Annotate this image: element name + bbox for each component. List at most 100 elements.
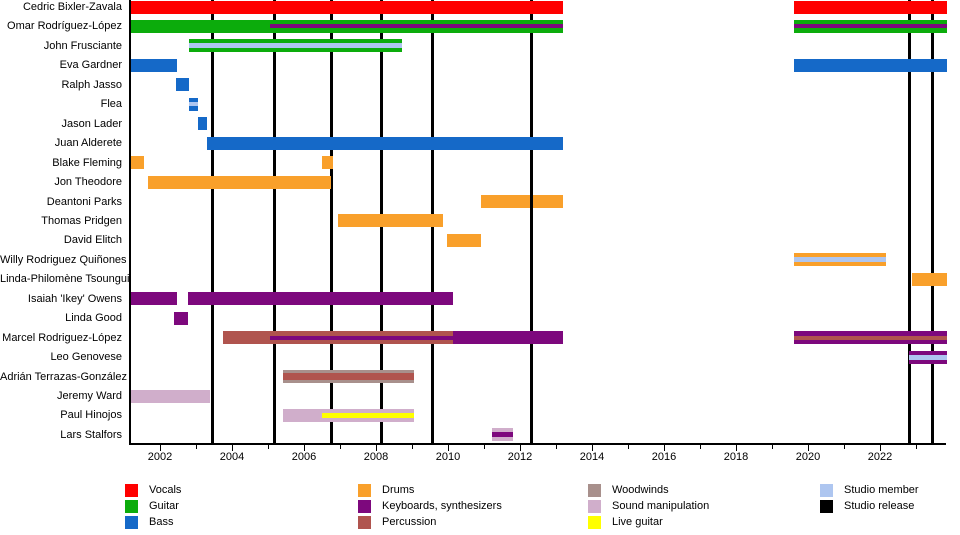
member-label: Juan Alderete <box>54 137 122 150</box>
legend-swatch-woodwinds <box>588 484 601 497</box>
timeline-bar-drums <box>148 175 332 189</box>
axis-major-tick <box>664 445 665 451</box>
axis-minor-tick <box>628 445 629 449</box>
axis-tick-label: 2014 <box>579 451 605 463</box>
axis-major-tick <box>808 445 809 451</box>
timeline-bar-sound_manipulation <box>131 389 211 403</box>
studio-release-line <box>273 0 277 443</box>
y-axis-line <box>129 0 131 445</box>
timeline-bar-keyboards <box>793 331 947 345</box>
legend-label-sound_manipulation: Sound manipulation <box>612 500 710 513</box>
x-axis-line <box>129 443 946 445</box>
role-stripe-percussion <box>283 373 415 381</box>
axis-major-tick <box>736 445 737 451</box>
role-stripe-studio_member <box>189 102 198 107</box>
timeline-bar-drums <box>793 253 887 267</box>
axis-tick-label: 2008 <box>363 451 389 463</box>
studio-release-line <box>329 0 333 443</box>
timeline-bar-drums <box>532 195 564 208</box>
studio-release-line <box>907 0 911 443</box>
timeline-bar-drums <box>131 156 145 170</box>
member-label: Leo Genovese <box>50 351 122 364</box>
legend-label-keyboards: Keyboards, synthesizers <box>382 500 502 513</box>
axis-tick-label: 2018 <box>723 451 749 463</box>
axis-minor-tick <box>556 445 557 449</box>
member-label: Omar Rodríguez-López <box>7 20 122 33</box>
axis-minor-tick <box>700 445 701 449</box>
legend-swatch-studio_release <box>820 500 833 514</box>
role-stripe-keyboards <box>269 24 564 29</box>
timeline-bar-bass <box>175 78 190 92</box>
axis-major-tick <box>520 445 521 451</box>
timeline-bar-guitar <box>793 19 947 33</box>
timeline-bar-vocals <box>131 0 564 14</box>
legend-label-woodwinds: Woodwinds <box>612 484 669 496</box>
axis-major-tick <box>592 445 593 451</box>
member-label: Jason Lader <box>61 117 122 130</box>
legend-swatch-vocals <box>125 484 138 497</box>
role-stripe-studio_member <box>793 257 887 263</box>
timeline-bar-sound_manipulation <box>491 428 513 442</box>
member-label: Adrián Terrazas-González <box>0 370 127 383</box>
legend-swatch-keyboards <box>358 500 371 514</box>
role-stripe-keyboards <box>269 335 454 340</box>
member-label: Eva Gardner <box>59 59 122 72</box>
timeline-bar-guitar <box>188 39 402 53</box>
role-stripe-studio_member <box>188 43 402 49</box>
legend-label-percussion: Percussion <box>382 516 437 529</box>
member-label: Marcel Rodriguez-López <box>2 331 122 344</box>
legend-label-drums: Drums <box>382 484 415 496</box>
legend-label-bass: Bass <box>149 516 174 529</box>
axis-minor-tick <box>340 445 341 449</box>
axis-minor-tick <box>268 445 269 449</box>
legend-swatch-drums <box>358 484 371 497</box>
legend-swatch-studio_member <box>820 484 833 497</box>
axis-tick-label: 2006 <box>291 451 317 463</box>
member-label: Deantoni Parks <box>46 195 122 208</box>
studio-release-line <box>530 0 534 443</box>
legend-swatch-guitar <box>125 500 138 514</box>
axis-minor-tick <box>772 445 773 449</box>
axis-tick-label: 2002 <box>147 451 173 463</box>
member-label: Isaiah 'Ikey' Owens <box>27 292 122 305</box>
timeline-bar-guitar <box>131 19 564 33</box>
timeline-bar-keyboards <box>453 331 564 345</box>
axis-minor-tick <box>196 445 197 449</box>
axis-minor-tick <box>844 445 845 449</box>
timeline-bar-bass <box>793 58 947 72</box>
member-label: Willy Rodriguez Quiñones <box>0 253 127 266</box>
member-label: David Elitch <box>63 234 122 247</box>
axis-major-tick <box>304 445 305 451</box>
member-label: Lars Stalfors <box>60 428 122 441</box>
axis-minor-tick <box>484 445 485 449</box>
member-label: Jeremy Ward <box>57 390 122 402</box>
axis-minor-tick <box>916 445 917 449</box>
timeline-bar-woodwinds <box>283 370 415 384</box>
member-label: Linda Good <box>65 312 122 325</box>
role-stripe-keyboards <box>793 24 947 29</box>
member-label: Thomas Pridgen <box>41 214 122 227</box>
axis-tick-label: 2016 <box>651 451 677 463</box>
role-stripe-keyboards <box>491 432 513 438</box>
member-label: Linda-Philomène Tsoungui <box>0 273 130 286</box>
axis-major-tick <box>160 445 161 451</box>
legend-label-studio_release: Studio release <box>844 500 915 513</box>
timeline-bar-bass <box>189 97 198 111</box>
timeline-bar-percussion <box>223 331 454 345</box>
studio-release-line <box>211 0 215 443</box>
axis-major-tick <box>376 445 377 451</box>
axis-tick-label: 2020 <box>795 451 821 463</box>
timeline-bar-bass <box>131 58 177 72</box>
member-label: Jon Theodore <box>54 176 122 189</box>
timeline-bar-drums <box>322 156 333 170</box>
studio-release-line <box>931 0 935 443</box>
member-label: Ralph Jasso <box>61 78 122 91</box>
member-label: Paul Hinojos <box>60 409 122 422</box>
axis-tick-label: 2012 <box>507 451 533 463</box>
axis-tick-label: 2004 <box>219 451 245 463</box>
timeline-bar-keyboards <box>174 311 189 325</box>
legend-label-guitar: Guitar <box>149 500 179 513</box>
member-label: Flea <box>100 98 122 111</box>
timeline-bar-bass <box>207 136 564 150</box>
